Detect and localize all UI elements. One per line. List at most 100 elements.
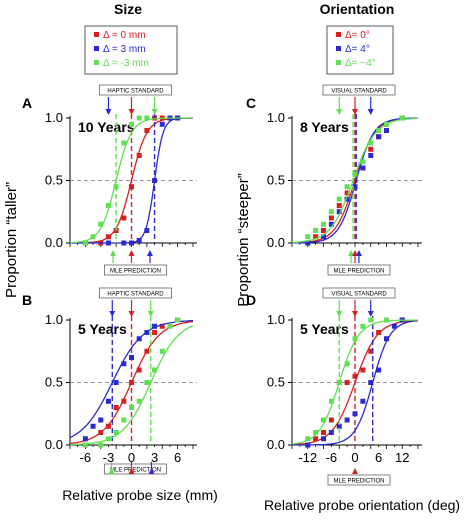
data-point-blue (376, 134, 382, 140)
y-tick-label: 1.0 (267, 312, 285, 327)
y-tick-label: 0.5 (267, 375, 285, 390)
mle-arrowhead-red (128, 468, 135, 474)
data-point-blue (121, 361, 127, 367)
data-point-red (136, 367, 142, 373)
panel-letter-B: B (22, 292, 32, 308)
standard-box-label: HAPTIC STANDARD (107, 89, 164, 95)
data-point-green (136, 115, 142, 121)
data-point-red (328, 417, 334, 423)
data-point-green (321, 221, 326, 227)
x-tick-label: 12 (395, 450, 409, 465)
fit-curve-red (292, 319, 418, 446)
data-point-blue (113, 380, 119, 385)
legend-size-swatch-2 (94, 60, 99, 65)
data-point-red (336, 203, 342, 208)
data-point-blue (352, 411, 358, 417)
data-point-red (313, 234, 319, 240)
data-point-green (152, 367, 158, 373)
legend-size-swatch-1 (94, 46, 99, 51)
data-point-blue (376, 367, 382, 373)
data-point-blue (336, 209, 342, 215)
data-point-blue (391, 323, 397, 329)
data-point-red (121, 398, 127, 404)
panel-A: A 0.0 0.5 1.0 10 Years HAPTIC STANDARD MLE PRE… (22, 84, 197, 276)
x-tick-label: -6 (326, 450, 338, 465)
data-point-green (105, 436, 111, 442)
xlabel-size: Relative probe size (mm) (62, 487, 218, 503)
data-point-blue (344, 417, 350, 423)
data-point-red (129, 184, 134, 190)
data-point-red (105, 423, 111, 429)
data-point-green (384, 121, 389, 127)
standard-box-label: HAPTIC STANDARD (107, 292, 164, 298)
data-point-green (328, 209, 334, 215)
data-point-green (384, 317, 389, 323)
data-point-blue (305, 240, 311, 246)
standard-arrowhead-red (352, 311, 358, 317)
y-tick-label: 1.0 (45, 110, 63, 125)
data-point-green (328, 398, 334, 404)
data-point-blue (144, 228, 150, 233)
data-point-red (159, 323, 165, 329)
data-point-blue (121, 240, 127, 246)
age-label: 8 Years (300, 119, 349, 135)
data-point-red (376, 330, 382, 335)
data-point-green (336, 196, 342, 202)
y-tick-label: 0.5 (267, 173, 285, 188)
data-point-red (313, 436, 319, 442)
panel-C: C 0.0 0.5 1.0 8 Years VISUAL STANDARD MLE PRED… (246, 84, 422, 276)
legend-orient-label-2: Δ= −4° (345, 58, 376, 69)
standard-arrowhead-green (336, 109, 343, 115)
x-tick-label: 6 (375, 450, 382, 465)
ylabel-orientation: Proportion “steeper” (235, 173, 252, 306)
fit-curve-blue (292, 320, 419, 446)
data-point-green (129, 405, 134, 410)
legend-orient-swatch-1 (336, 46, 341, 51)
data-point-blue (98, 417, 104, 423)
standard-box-label: VISUAL STANDARD (331, 89, 387, 95)
mle-arrowhead-red (352, 250, 358, 256)
mle-box-label: MLE PREDICTION (333, 269, 384, 275)
standard-arrowhead-blue (109, 311, 116, 317)
data-point-blue (144, 330, 150, 335)
data-point-red (129, 380, 134, 385)
data-point-blue (368, 153, 374, 158)
data-point-blue (384, 336, 389, 342)
data-point-green (98, 221, 104, 227)
xlabel-orientation: Relative probe orientation (deg) (264, 497, 460, 513)
data-point-green (175, 317, 181, 323)
data-point-blue (129, 355, 134, 360)
standard-box (322, 84, 396, 96)
data-point-blue (105, 398, 111, 404)
mle-arrowhead-red (128, 250, 135, 256)
data-point-red (352, 178, 358, 183)
mle-box-label: MLE PREDICTION (110, 269, 161, 275)
panel-B: B 0.0 0.5 1.0 -6 -3 0 3 6 5 Years HAPTIC STANDARD M… (22, 287, 197, 475)
data-point-green (376, 128, 382, 133)
data-point-green (121, 140, 127, 146)
data-point-green (167, 323, 173, 329)
data-point-red (368, 146, 374, 152)
y-tick-label: 1.0 (267, 110, 285, 125)
data-point-red (113, 405, 119, 410)
data-point-red (144, 128, 150, 133)
data-point-blue (384, 128, 389, 133)
mle-arrowhead-blue (146, 250, 153, 256)
data-point-blue (152, 178, 158, 183)
data-point-green (321, 417, 326, 423)
data-point-green (352, 171, 358, 177)
data-point-green (344, 361, 350, 367)
data-point-green (90, 234, 96, 240)
standard-arrowhead-green (336, 311, 343, 317)
data-point-red (136, 153, 142, 158)
data-point-green (136, 398, 142, 404)
legend-size-swatch-0 (94, 32, 99, 37)
data-point-blue (136, 238, 142, 243)
y-tick-label: 0.5 (45, 375, 63, 390)
mle-box-label: MLE PREDICTION (333, 479, 384, 485)
data-point-green (313, 228, 319, 233)
mle-arrowhead-green (110, 250, 117, 256)
data-point-blue (305, 442, 311, 448)
col-title-orientation: Orientation (320, 1, 395, 17)
